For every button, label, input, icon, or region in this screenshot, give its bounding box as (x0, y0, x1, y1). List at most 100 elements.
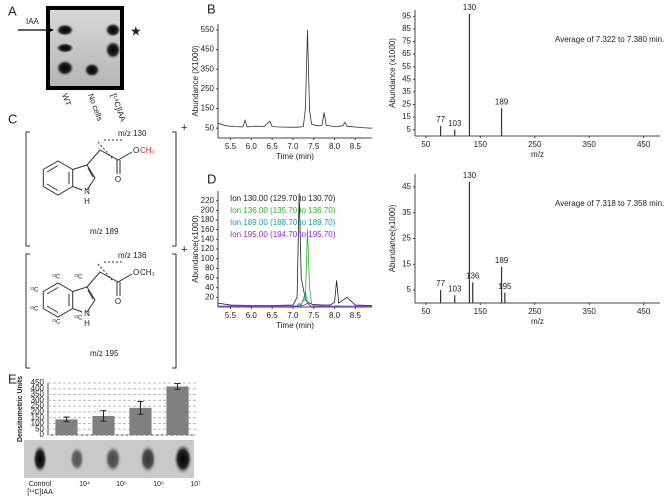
y-tick-label: 250 (201, 84, 215, 93)
atom: N (84, 309, 90, 318)
x-tick-label: 450 (637, 307, 651, 316)
panel-label: C (8, 111, 17, 126)
y-axis-label: Abundance(x1000) (388, 204, 397, 272)
peak-label: 195 (498, 282, 512, 291)
lane-label: No cells (86, 92, 104, 122)
panel-label: B (207, 1, 216, 16)
y-tick-label: 85 (402, 24, 411, 33)
panel-label: E (8, 371, 17, 386)
fragment-label: m/z 136 (118, 251, 147, 260)
atom: O (115, 297, 121, 306)
y-tick-label: 45 (402, 182, 411, 191)
structure (25, 253, 177, 369)
lane-label: [¹⁴C]IAA (109, 92, 128, 123)
line (218, 229, 372, 307)
peak-label: 103 (448, 119, 462, 128)
x-tick-label: 10⁷ (190, 481, 201, 488)
isotope: ¹³C (52, 320, 61, 326)
y-tick-label: 120 (201, 244, 215, 253)
y-tick-label: 55 (402, 62, 411, 71)
y-tick-label: 220 (201, 196, 215, 205)
legend-entry: Ion 189.00 (188.70 to 189.70) (230, 218, 336, 227)
bar (92, 415, 115, 435)
y-tick-label: 150 (31, 413, 45, 422)
y-tick-label: 450 (31, 378, 45, 387)
y-tick-label: 450 (201, 45, 215, 54)
x-tick-label: 5.5 (225, 311, 237, 320)
annotation: Average of 7.322 to 7.380 min. (555, 35, 664, 44)
peak-label: 77 (436, 279, 445, 288)
y-axis-label: Abundance (x1000) (388, 38, 397, 108)
peak-label: 130 (463, 171, 477, 180)
peak-label: 130 (463, 3, 477, 12)
y-tick-label: 350 (31, 390, 45, 399)
y-tick-label: 150 (201, 104, 215, 113)
atom: H (84, 197, 90, 206)
legend-entry: Ion 195.00 (194.70 to 195.70) (230, 230, 336, 239)
structure (25, 131, 177, 247)
x-tick-label: 8.5 (350, 311, 362, 320)
parent-label: m/z 195 (90, 349, 119, 358)
line (217, 29, 373, 129)
peak-label: 136 (466, 271, 480, 280)
x-tick-label: 6.5 (267, 311, 279, 320)
atom: O (115, 175, 121, 184)
arrowhead (47, 27, 54, 33)
x-axis-label: m/z (531, 150, 544, 159)
x-axis-label: m/z (531, 317, 544, 326)
atom: CH₃ (140, 146, 155, 155)
parent-label: m/z 189 (90, 227, 119, 236)
blot-image (24, 440, 194, 478)
star: ★ (130, 23, 142, 38)
y-tick-label: 25 (402, 100, 411, 109)
y-tick-label: 350 (201, 64, 215, 73)
y-tick-label: 65 (402, 49, 411, 58)
y-tick-label: 15 (402, 259, 411, 268)
fragment-label: m/z 130 (118, 129, 147, 138)
y-tick-label: 15 (402, 112, 411, 121)
x-tick-label: 7.5 (308, 311, 320, 320)
panel-label: D (207, 171, 216, 186)
x-tick-label: 350 (583, 307, 597, 316)
y-axis-label: Abundance(x1000) (191, 215, 200, 283)
x-tick-label: 150 (474, 307, 488, 316)
atom: N (84, 187, 90, 196)
legend-entry: Ion 136.00 (135.70 to 136.70) (230, 206, 336, 215)
isotope: ¹³C (30, 288, 39, 294)
y-tick-label: 5 (407, 125, 412, 134)
y-axis-label: Abundance (X1000) (191, 45, 200, 117)
x-tick-label: 10⁴ (79, 481, 90, 488)
y-tick-label: 100 (31, 419, 45, 428)
tlc-image (46, 6, 124, 90)
peak-label: 103 (448, 284, 462, 293)
charge: + (181, 122, 187, 134)
y-tick-label: 180 (201, 215, 215, 224)
x-tick-label: 7.5 (308, 142, 320, 151)
marker-label: IAA (26, 17, 40, 26)
charge: + (181, 244, 187, 256)
y-tick-label: 0 (40, 430, 45, 439)
line (217, 193, 373, 306)
y-tick-label: 40 (205, 283, 214, 292)
atom: O (133, 268, 139, 277)
atom: CH₃ (140, 268, 155, 277)
x-tick-label: 8.5 (350, 142, 362, 151)
y-tick-label: 75 (402, 37, 411, 46)
y-tick-label: 50 (205, 123, 214, 132)
y-tick-label: 200 (201, 205, 215, 214)
y-tick-label: 20 (205, 292, 214, 301)
x-tick-label: 8.0 (329, 142, 341, 151)
y-tick-label: 200 (31, 407, 45, 416)
y-tick-label: 550 (201, 25, 215, 34)
y-tick-label: 35 (402, 208, 411, 217)
x-tick-label: 7.0 (287, 142, 299, 151)
y-tick-label: 5 (407, 285, 412, 294)
x-tick-label: 250 (528, 307, 542, 316)
x-tick-label: 5.5 (225, 142, 237, 151)
x-tick-label: 6.5 (267, 142, 279, 151)
isotope: ¹³C (30, 307, 39, 313)
isotope: ¹³C (74, 316, 83, 322)
lane-label: WT (60, 92, 73, 107)
y-axis-label: Densitometric Units (17, 376, 24, 442)
y-tick-label: 250 (31, 401, 45, 410)
